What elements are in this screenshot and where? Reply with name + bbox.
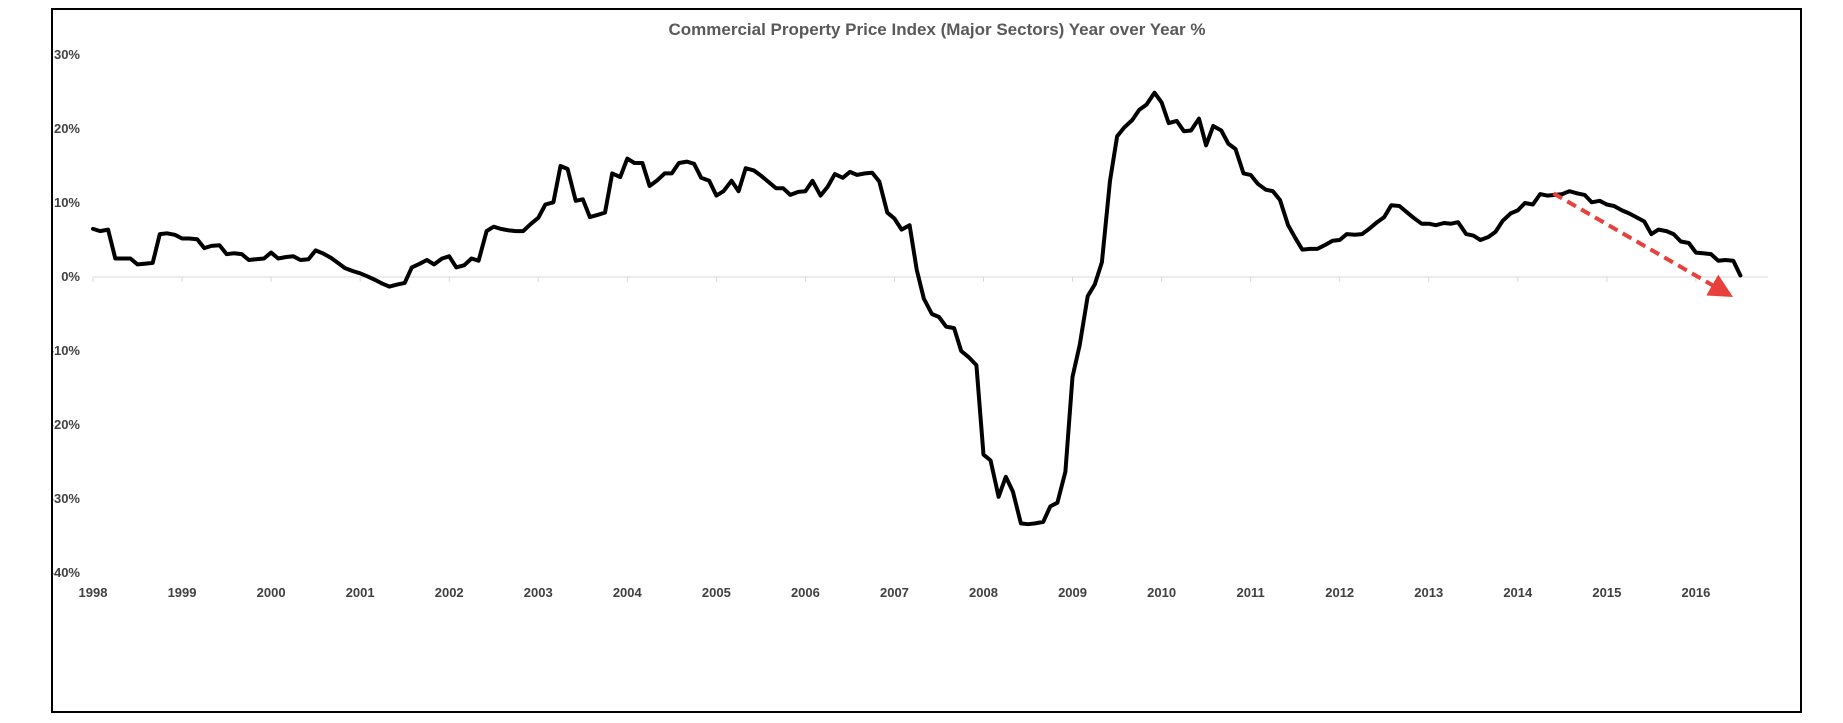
series-line: [91, 90, 1743, 527]
x-tick-label: 2001: [346, 585, 375, 600]
x-tick-label: 2000: [257, 585, 286, 600]
x-tick-label: 1998: [79, 585, 108, 600]
y-tick-label: 10%: [54, 195, 80, 210]
chart-title: Commercial Property Price Index (Major S…: [668, 20, 1205, 39]
y-tick-label: 30%: [54, 47, 80, 62]
x-tick-label: 2009: [1058, 585, 1087, 600]
x-tick-label: 2002: [435, 585, 464, 600]
y-tick-label: -20%: [53, 417, 80, 432]
y-axis: 30% 20% 10% 0% -10% -20% -30% -40%: [53, 47, 1768, 580]
y-tick-label: -10%: [53, 343, 80, 358]
y-tick-label: -40%: [53, 565, 80, 580]
y-tick-label: 0%: [61, 269, 80, 284]
annotation-layer: [1552, 191, 1734, 298]
x-tick-label: 2015: [1592, 585, 1621, 600]
x-tick-label: 2010: [1147, 585, 1176, 600]
chart-frame: Commercial Property Price Index (Major S…: [51, 8, 1802, 713]
x-tick-label: 2004: [613, 585, 643, 600]
y-tick-label: -30%: [53, 491, 80, 506]
x-tick-label: 2006: [791, 585, 820, 600]
x-tick-label: 2016: [1681, 585, 1710, 600]
x-tick-label: 2005: [702, 585, 731, 600]
series-layer: [91, 90, 1743, 527]
chart-svg: Commercial Property Price Index (Major S…: [53, 20, 1768, 600]
x-tick-label: 2013: [1414, 585, 1443, 600]
x-tick-label: 2008: [969, 585, 998, 600]
x-tick-label: 2011: [1237, 585, 1265, 600]
trend-arrow: [1552, 191, 1734, 298]
x-axis: 1998 1999 2000 2001 2002 2003 2004 2005 2006 2007…: [79, 277, 1710, 600]
y-tick-label: 20%: [54, 121, 80, 136]
x-tick-label: 2003: [524, 585, 553, 600]
x-tick-label: 2014: [1503, 585, 1533, 600]
x-tick-label: 2012: [1325, 585, 1354, 600]
x-tick-label: 1999: [168, 585, 197, 600]
x-tick-label: 2007: [880, 585, 909, 600]
